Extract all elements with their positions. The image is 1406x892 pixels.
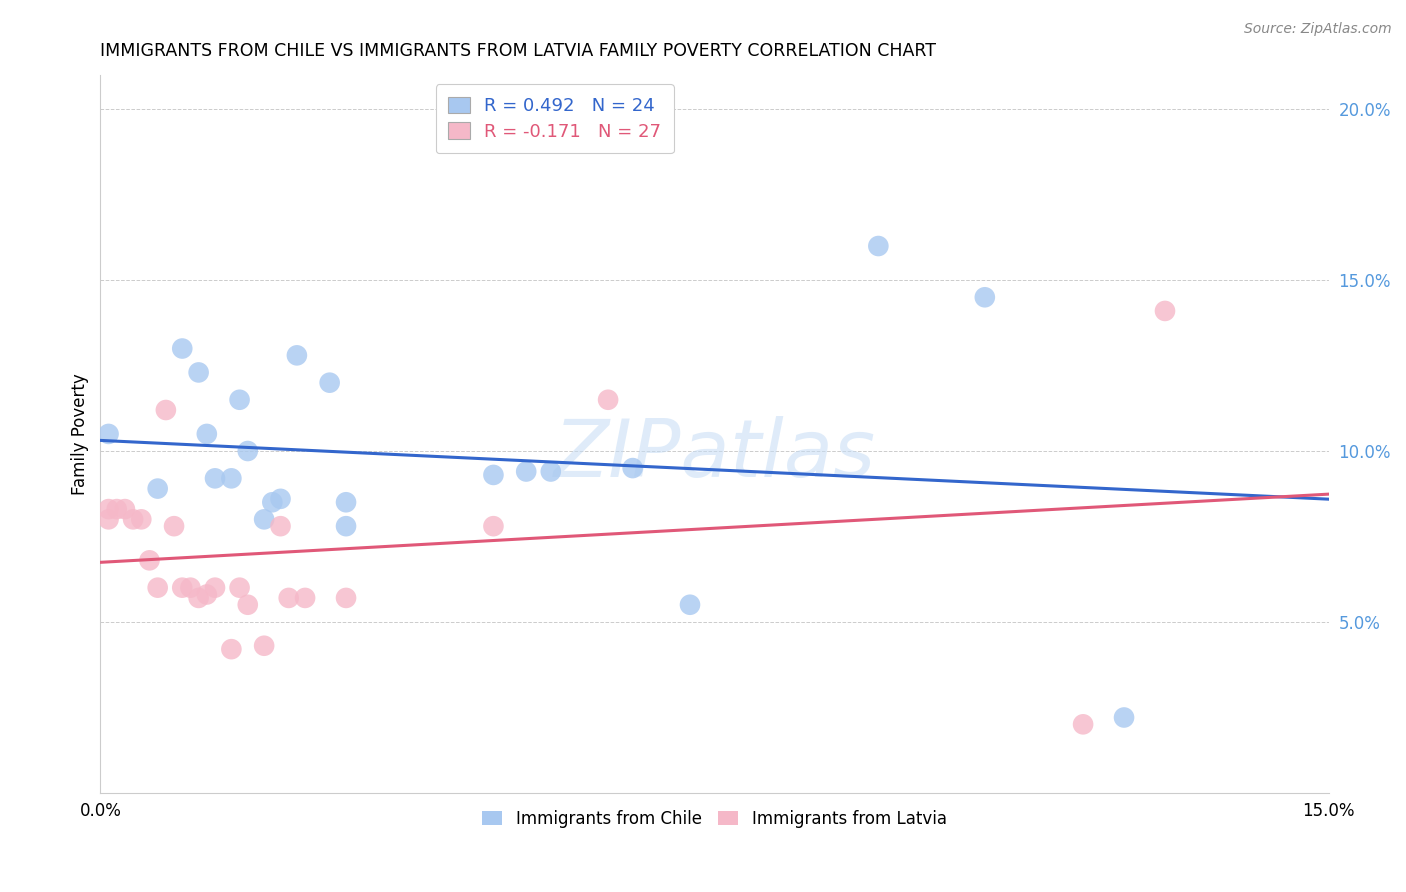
Point [114,502,136,516]
Point [155,403,177,417]
Point [540,465,562,479]
Point [679,598,702,612]
Point [262,495,284,509]
Point [1154,304,1177,318]
Point [1071,717,1094,731]
Point [236,598,259,612]
Point [270,491,292,506]
Point [335,495,357,509]
Point [221,642,243,657]
Point [122,512,145,526]
Point [97,512,120,526]
Y-axis label: Family Poverty: Family Poverty [72,373,89,495]
Point [277,591,299,605]
Point [172,581,194,595]
Point [236,444,259,458]
Point [195,426,218,441]
Text: Source: ZipAtlas.com: Source: ZipAtlas.com [1244,22,1392,37]
Point [482,519,505,533]
Point [1112,710,1135,724]
Point [138,553,160,567]
Point [228,581,250,595]
Point [482,467,505,482]
Point [335,591,357,605]
Point [187,366,209,380]
Point [204,471,226,485]
Point [270,519,292,533]
Point [598,392,620,407]
Point [163,519,186,533]
Point [973,290,995,304]
Point [97,502,120,516]
Point [228,392,250,407]
Point [868,239,890,253]
Point [195,587,218,601]
Point [105,502,128,516]
Point [204,581,226,595]
Text: ZIPatlas: ZIPatlas [554,417,876,494]
Point [146,581,169,595]
Point [179,581,201,595]
Point [285,348,308,362]
Point [187,591,209,605]
Point [318,376,340,390]
Point [253,639,276,653]
Text: IMMIGRANTS FROM CHILE VS IMMIGRANTS FROM LATVIA FAMILY POVERTY CORRELATION CHART: IMMIGRANTS FROM CHILE VS IMMIGRANTS FROM… [100,42,936,60]
Point [515,465,537,479]
Point [621,461,644,475]
Legend: Immigrants from Chile, Immigrants from Latvia: Immigrants from Chile, Immigrants from L… [475,803,953,835]
Point [294,591,316,605]
Point [97,426,120,441]
Point [146,482,169,496]
Point [253,512,276,526]
Point [221,471,243,485]
Point [129,512,152,526]
Point [172,342,194,356]
Point [335,519,357,533]
